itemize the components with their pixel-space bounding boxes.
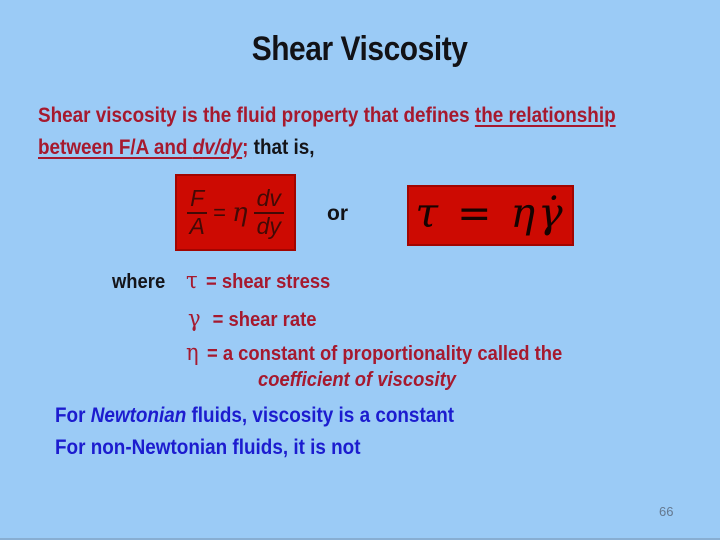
- gamma-symbol: γ: [188, 306, 201, 332]
- coefficient-of-viscosity-label: coefficient of viscosity: [258, 369, 457, 391]
- intro-paragraph: Shear viscosity is the fluid property th…: [38, 100, 616, 164]
- fraction-numerator-F: F: [187, 186, 208, 214]
- fraction-dv-over-dy: dv dy: [253, 186, 284, 239]
- shear-stress-definition: = shear stress: [205, 271, 331, 293]
- slide-title-row: Shear Viscosity: [0, 30, 720, 69]
- intro-segment-underline-1: the relationship: [474, 104, 616, 127]
- eta-symbol-where: η: [186, 340, 199, 366]
- intro-segment-dvdy: dv/dy: [192, 136, 243, 159]
- tau-eta-gammadot-formula: τ = ηγ̇: [415, 189, 566, 237]
- or-label: or: [327, 202, 348, 225]
- eta-definition: = a constant of proportionality called t…: [206, 343, 563, 365]
- non-newtonian-statement: For non-Newtonian fluids, it is not: [55, 436, 361, 459]
- where-label: where: [112, 271, 166, 293]
- intro-segment-that-is: that is,: [248, 136, 315, 159]
- slide-title: Shear Viscosity: [252, 30, 468, 68]
- intro-segment-plain: Shear viscosity is the fluid property th…: [38, 104, 475, 127]
- newtonian-statement: For Newtonian fluids, viscosity is a con…: [55, 404, 454, 428]
- fraction-denominator-A: A: [189, 213, 205, 239]
- page-number: 66: [659, 504, 674, 519]
- fraction-numerator-dv: dv: [253, 186, 284, 214]
- intro-segment-semicolon: ;: [242, 136, 249, 159]
- where-line-shear-stress: τ = shear stress: [186, 268, 330, 294]
- newtonian-word-italic: Newtonian: [90, 404, 187, 427]
- tau-symbol: τ: [186, 268, 198, 294]
- newtonian-prefix: For: [55, 404, 91, 427]
- equation-box-left: F A = η dv dy: [175, 174, 296, 251]
- slide-bottom-edge: [0, 538, 720, 540]
- shear-rate-definition: = shear rate: [212, 309, 317, 331]
- newtonian-suffix: fluids, viscosity is a constant: [186, 404, 455, 427]
- eta-symbol: η: [232, 197, 248, 228]
- where-line-shear-rate: γ = shear rate: [188, 306, 316, 332]
- equation-box-right: τ = ηγ̇: [407, 185, 574, 246]
- intro-segment-underline-2: between F/A and: [38, 136, 193, 159]
- fraction-F-over-A: F A: [187, 186, 208, 239]
- where-line-eta-constant: η = a constant of proportionality called …: [186, 340, 562, 366]
- fraction-denominator-dy: dy: [256, 213, 281, 239]
- equals-sign: =: [213, 199, 227, 225]
